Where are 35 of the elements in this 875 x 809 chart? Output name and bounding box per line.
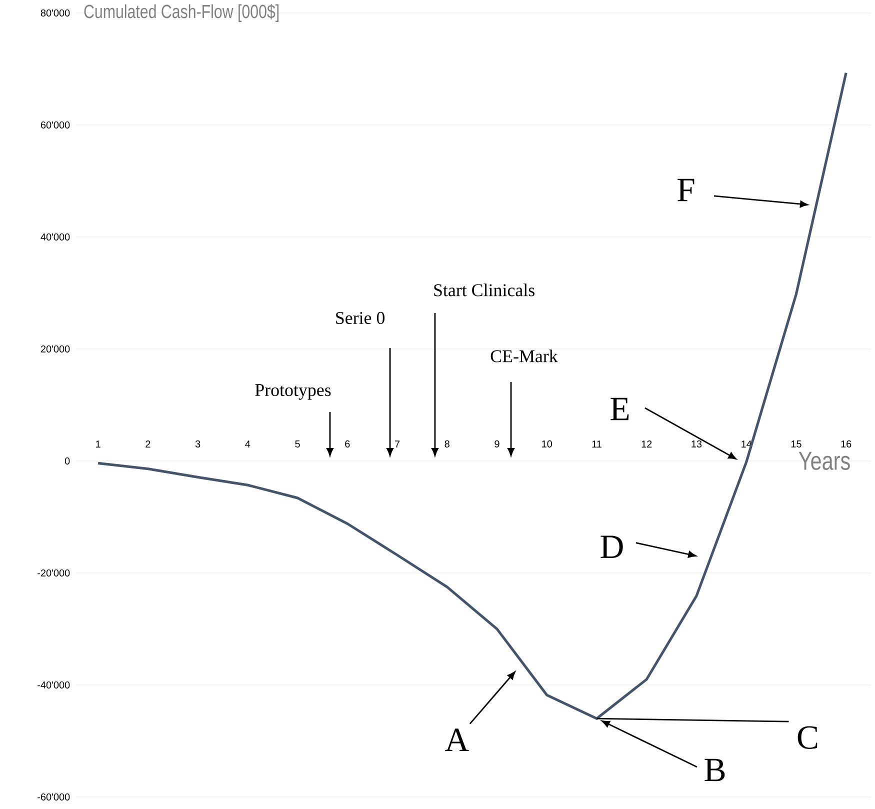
annotation: F <box>678 178 694 202</box>
x-tick-label: 13 <box>692 440 702 448</box>
annotation: C <box>798 726 818 749</box>
y-tick-label: -40'000 <box>38 681 70 689</box>
x-tick-label: 8 <box>444 440 450 448</box>
x-tick-label: 9 <box>494 440 500 448</box>
x-axis-title: Years <box>798 452 850 470</box>
y-tick-label: -20'000 <box>38 569 70 577</box>
x-tick-label: 15 <box>791 440 802 448</box>
y-tick-label: 0 <box>64 457 70 465</box>
y-tick-label: -60'000 <box>38 793 70 801</box>
annotation: CE-Mark <box>490 350 558 362</box>
annotation: D <box>600 536 623 558</box>
annotation: Start Clinicals <box>434 284 534 296</box>
annotation: A <box>445 728 469 752</box>
annotation: E <box>610 398 629 420</box>
x-tick-label: 5 <box>295 440 300 448</box>
annotation: Serie 0 <box>336 312 384 324</box>
x-tick-label: 7 <box>395 440 400 448</box>
annotation: Prototypes <box>255 384 331 400</box>
y-tick-label: 60'000 <box>40 121 70 128</box>
x-tick-label: 3 <box>195 440 200 448</box>
x-tick-label: 6 <box>345 440 350 448</box>
x-tick-label: 16 <box>841 440 852 448</box>
x-tick-label: 4 <box>245 440 250 448</box>
x-tick-label: 2 <box>146 440 150 448</box>
annotation: B <box>704 758 725 782</box>
x-tick-label: 1 <box>96 440 100 448</box>
chart-title: Cumulated Cash-Flow [000$] <box>84 4 279 22</box>
x-tick-label: 11 <box>592 440 602 448</box>
x-tick-label: 10 <box>542 440 552 448</box>
x-tick-label: 12 <box>642 440 652 448</box>
y-tick-label: 20'000 <box>40 345 70 352</box>
y-tick-label: 40'000 <box>40 233 70 240</box>
y-tick-label: 80'000 <box>40 9 70 16</box>
